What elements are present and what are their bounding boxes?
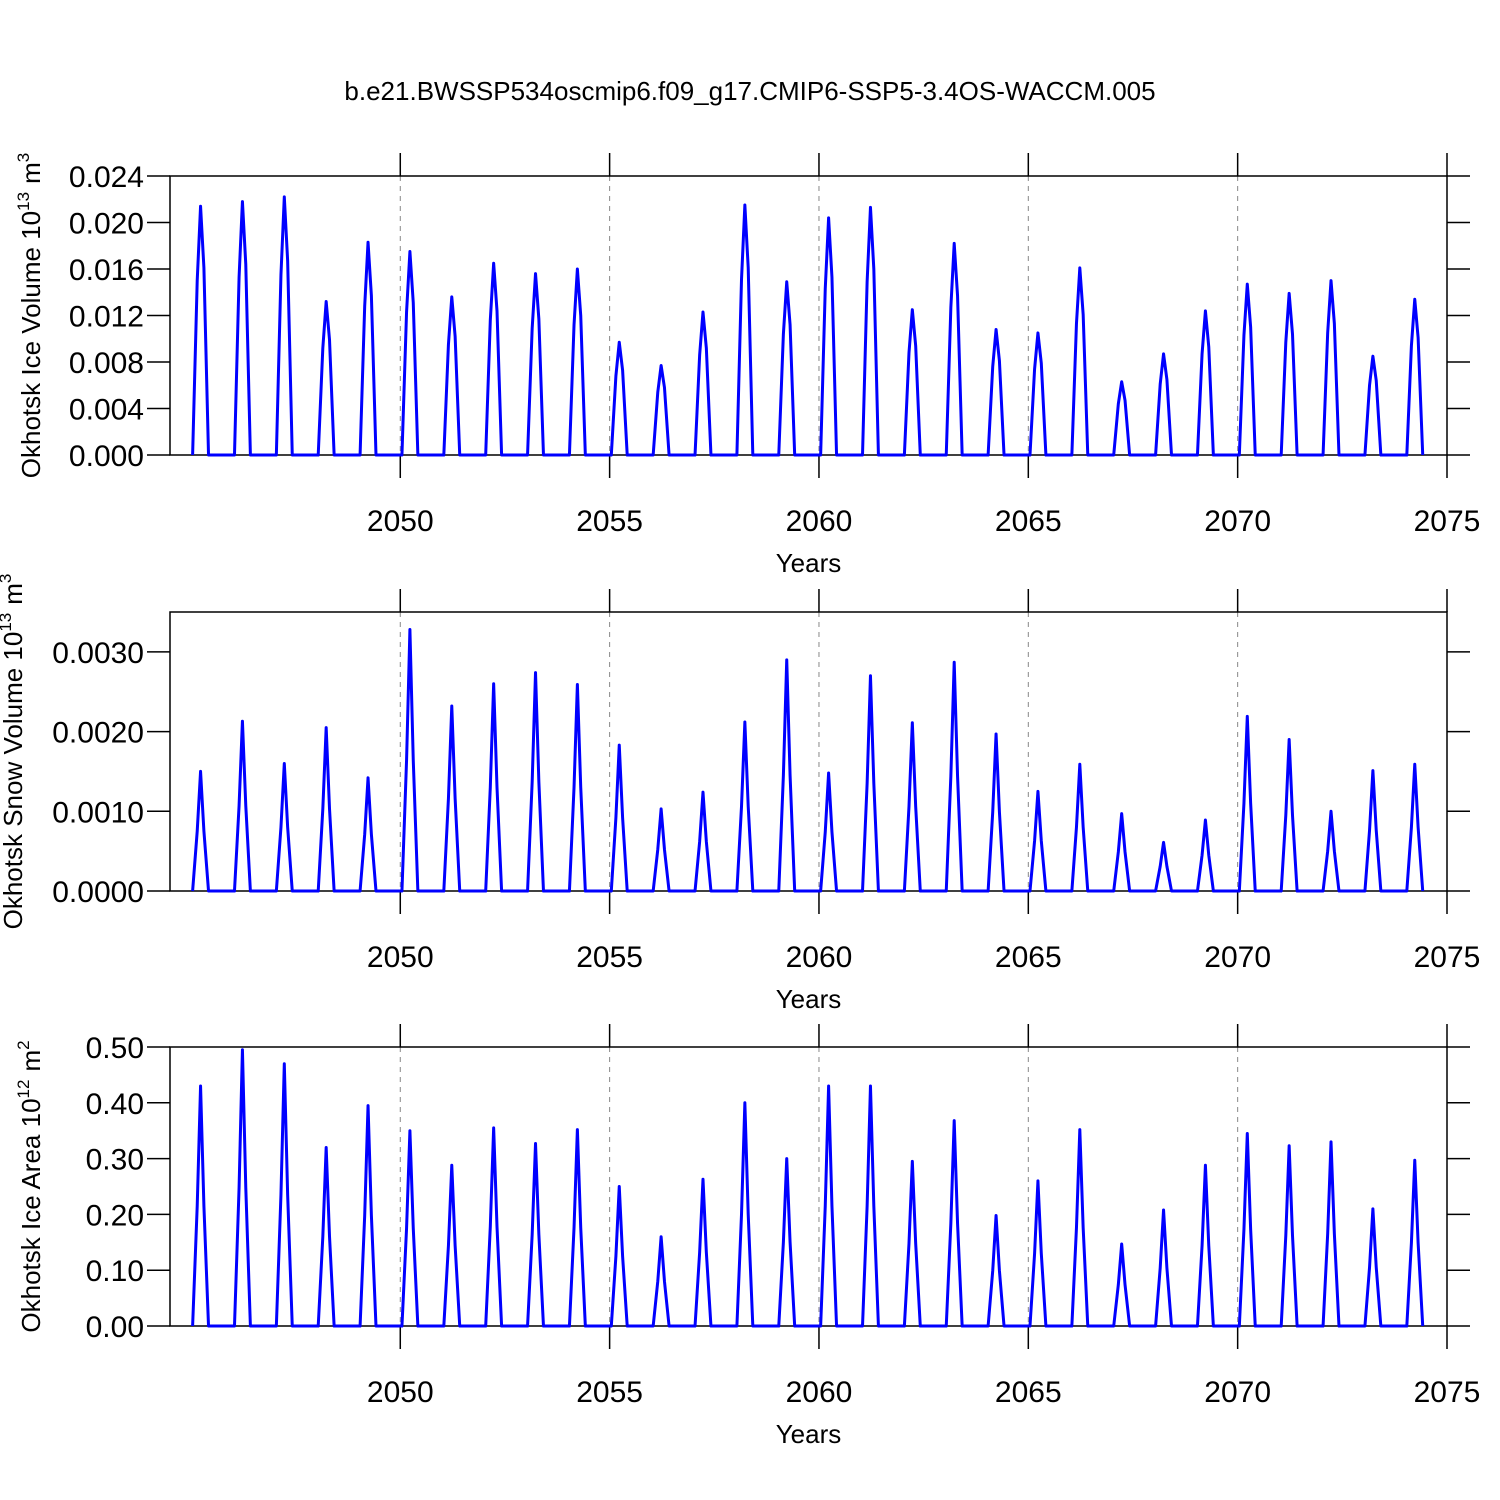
y-tick-label: 0.50 <box>86 1032 144 1065</box>
y-tick-label: 0.000 <box>69 440 144 473</box>
x-axis-label: Years <box>776 548 842 578</box>
y-label-exp: 12 <box>14 1080 33 1099</box>
x-tick-label: 2075 <box>1414 1376 1481 1409</box>
y-label-exp: 13 <box>14 192 33 211</box>
y-label-unit: m <box>16 162 46 184</box>
y-tick-label: 0.30 <box>86 1144 144 1177</box>
data-line <box>191 195 1425 457</box>
y-tick-label: 0.0010 <box>52 796 144 829</box>
x-tick-label: 2060 <box>786 505 853 538</box>
y-tick-label: 0.016 <box>69 254 144 287</box>
y-label-unit: m <box>16 1050 46 1072</box>
x-tick-label: 2075 <box>1414 505 1481 538</box>
y-tick-label: 0.004 <box>69 394 144 427</box>
y-axis-label: Okhotsk Snow Volume 1013 m3 <box>0 574 28 930</box>
x-axis-label: Years <box>776 984 842 1014</box>
y-tick-label: 0.008 <box>69 347 144 380</box>
y-label-text: Okhotsk Snow Volume 10 <box>0 632 28 930</box>
y-tick-label: 0.20 <box>86 1199 144 1232</box>
x-tick-label: 2055 <box>576 1376 643 1409</box>
data-line <box>191 1048 1425 1328</box>
y-tick-label: 0.012 <box>69 301 144 334</box>
y-tick-label: 0.0030 <box>52 637 144 670</box>
y-axis-label: Okhotsk Ice Area 1012 m2 <box>14 1040 46 1332</box>
y-tick-label: 0.024 <box>69 161 144 194</box>
y-tick-label: 0.0000 <box>52 876 144 909</box>
y-label-text: Okhotsk Ice Area 10 <box>16 1098 46 1332</box>
x-tick-label: 2065 <box>995 941 1062 974</box>
x-tick-label: 2050 <box>367 941 434 974</box>
data-line <box>191 628 1425 893</box>
y-label-text: Okhotsk Ice Volume 10 <box>16 211 46 478</box>
x-tick-label: 2050 <box>367 1376 434 1409</box>
chart-title: b.e21.BWSSP534oscmip6.f09_g17.CMIP6-SSP5… <box>344 76 1155 106</box>
y-tick-label: 0.40 <box>86 1088 144 1121</box>
x-tick-label: 2070 <box>1204 941 1271 974</box>
x-tick-label: 2070 <box>1204 505 1271 538</box>
x-tick-label: 2060 <box>786 941 853 974</box>
x-tick-label: 2075 <box>1414 941 1481 974</box>
x-tick-label: 2055 <box>576 505 643 538</box>
x-axis-label: Years <box>776 1419 842 1449</box>
x-tick-label: 2050 <box>367 505 434 538</box>
x-tick-label: 2065 <box>995 1376 1062 1409</box>
x-tick-label: 2055 <box>576 941 643 974</box>
y-label-unit-exp: 3 <box>14 153 33 162</box>
y-axis-label: Okhotsk Ice Volume 1013 m3 <box>14 153 46 478</box>
x-tick-label: 2065 <box>995 505 1062 538</box>
y-label-unit-exp: 2 <box>14 1040 33 1049</box>
x-tick-label: 2070 <box>1204 1376 1271 1409</box>
y-label-exp: 13 <box>0 613 15 632</box>
y-tick-label: 0.00 <box>86 1311 144 1344</box>
y-label-unit: m <box>0 583 28 605</box>
y-label-unit-exp: 3 <box>0 574 15 583</box>
y-tick-label: 0.0020 <box>52 717 144 750</box>
y-tick-label: 0.020 <box>69 208 144 241</box>
y-tick-label: 0.10 <box>86 1255 144 1288</box>
x-tick-label: 2060 <box>786 1376 853 1409</box>
plot-frame <box>169 611 1448 892</box>
